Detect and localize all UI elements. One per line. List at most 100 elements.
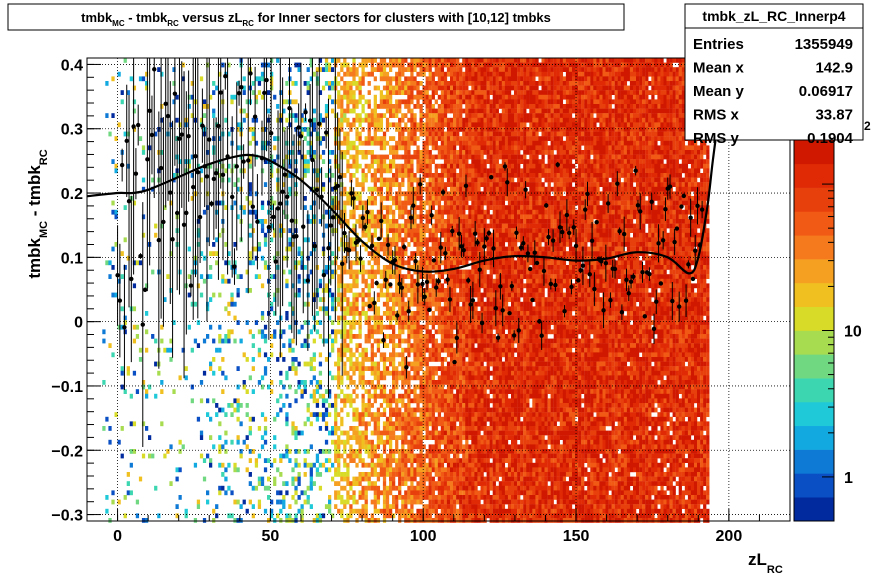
profile-point [576, 278, 580, 282]
profile-point [471, 298, 475, 302]
stats-label: RMS y [693, 130, 740, 147]
profile-point [166, 114, 170, 118]
profile-point [613, 267, 617, 271]
stats-value: 0.1904 [807, 130, 854, 147]
profile-point [361, 216, 365, 220]
profile-point [425, 280, 429, 284]
profile-point [636, 203, 640, 207]
profile-point [386, 243, 390, 247]
profile-point [182, 223, 186, 227]
profile-point [136, 123, 140, 127]
profile-point [574, 244, 578, 248]
profile-point [643, 314, 647, 318]
profile-point [230, 195, 234, 199]
profile-point [404, 365, 408, 369]
stats-value: 0.06917 [799, 83, 853, 100]
profile-point [418, 182, 422, 186]
profile-point [168, 190, 172, 194]
profile-point [296, 125, 300, 129]
profile-point [656, 241, 660, 245]
profile-point [397, 282, 401, 286]
profile-point [503, 164, 507, 168]
profile-point [661, 238, 665, 242]
y-tick-label: 0.1 [61, 250, 83, 267]
profile-point [280, 190, 284, 194]
profile-point [500, 308, 504, 312]
x-tick-label: 200 [716, 528, 743, 545]
profile-point [624, 278, 628, 282]
profile-point [539, 333, 543, 337]
profile-point [631, 274, 635, 278]
profile-point [198, 215, 202, 219]
profile-point [443, 251, 447, 255]
profile-point [351, 196, 355, 200]
profile-point [388, 282, 392, 286]
profile-point [679, 204, 683, 208]
profile-point [340, 262, 344, 266]
profile-point [381, 338, 385, 342]
profile-point [519, 245, 523, 249]
profile-point [652, 327, 656, 331]
profile-point [445, 277, 449, 281]
profile-point [484, 236, 488, 240]
y-tick-label: −0.3 [51, 508, 83, 525]
profile-point [663, 207, 667, 211]
profile-point [159, 166, 163, 170]
profile-point [127, 199, 131, 203]
profile-point [267, 225, 271, 229]
profile-point [329, 223, 333, 227]
palette-swatch [794, 450, 834, 474]
profile-point [558, 225, 562, 229]
profile-point [306, 278, 310, 282]
profile-point [684, 298, 688, 302]
profile-point [122, 325, 126, 329]
profile-point [287, 106, 291, 110]
profile-point [216, 124, 220, 128]
profile-point [212, 177, 216, 181]
x-tick-label: 0 [113, 528, 122, 545]
profile-point [695, 204, 699, 208]
profile-point [400, 285, 404, 289]
profile-point [200, 123, 204, 127]
profile-point [420, 282, 424, 286]
profile-point [310, 158, 314, 162]
profile-point [608, 298, 612, 302]
profile-point [290, 219, 294, 223]
profile-point [441, 190, 445, 194]
profile-point [633, 168, 637, 172]
profile-point [507, 311, 511, 315]
profile-point [672, 240, 676, 244]
profile-point [542, 269, 546, 273]
profile-point [457, 232, 461, 236]
profile-point [152, 67, 156, 71]
y-tick-label: −0.1 [51, 379, 83, 396]
profile-point [326, 246, 330, 250]
profile-point [125, 139, 129, 143]
profile-point [301, 224, 305, 228]
profile-point [411, 203, 415, 207]
profile-point [549, 282, 553, 286]
profile-point [478, 267, 482, 271]
profile-point [459, 244, 463, 248]
profile-point [223, 74, 227, 78]
profile-point [131, 124, 135, 128]
profile-point [134, 171, 138, 175]
profile-point [627, 291, 631, 295]
profile-point [150, 133, 154, 137]
profile-point [246, 158, 250, 162]
profile-point [262, 91, 266, 95]
profile-point [363, 225, 367, 229]
profile-point [544, 203, 548, 207]
profile-point [482, 244, 486, 248]
profile-point [377, 237, 381, 241]
profile-point [530, 298, 534, 302]
profile-point [209, 202, 213, 206]
profile-point [157, 238, 161, 242]
profile-point [649, 200, 653, 204]
profile-point [494, 306, 498, 310]
profile-point [191, 185, 195, 189]
palette-swatch [794, 211, 834, 235]
profile-point [592, 287, 596, 291]
stats-value: 142.9 [815, 60, 853, 77]
profile-point [638, 209, 642, 213]
